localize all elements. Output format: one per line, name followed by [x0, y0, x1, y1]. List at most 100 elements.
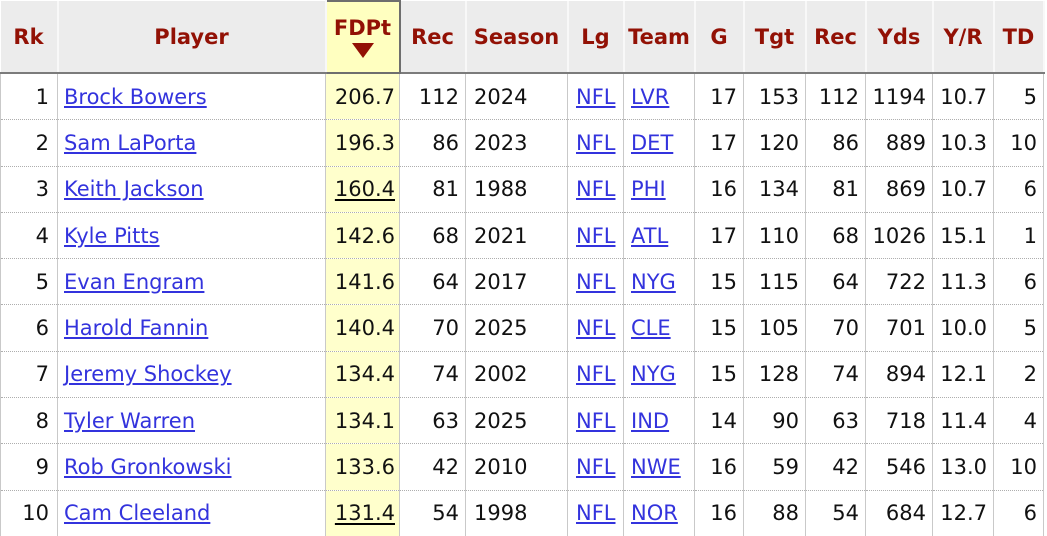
- table-row: 3 Keith Jackson 160.4 81 1988 NFL PHI 16…: [0, 165, 1044, 213]
- league-cell: NFL: [567, 443, 624, 491]
- table-row: 9 Rob Gronkowski 133.6 42 2010 NFL NWE 1…: [0, 443, 1044, 491]
- games-cell: 16: [694, 165, 744, 213]
- games-cell: 15: [694, 350, 744, 398]
- yards-per-rec-cell: 12.1: [932, 350, 994, 398]
- targets-cell: 90: [743, 397, 806, 444]
- col-header-season[interactable]: Season: [465, 1, 569, 74]
- yards-per-rec-cell: 11.4: [932, 397, 994, 444]
- header-row: Rk Player FDPt Rec Season Lg Team G Tgt …: [0, 0, 1045, 74]
- team-link[interactable]: NYG: [631, 362, 676, 387]
- fdpt-cell: 134.4: [325, 350, 400, 398]
- yards-per-rec-cell: 12.7: [932, 489, 994, 536]
- team-cell: PHI: [623, 165, 695, 213]
- league-cell: NFL: [567, 211, 624, 259]
- col-header-fdpt[interactable]: FDPt: [324, 0, 401, 74]
- col-header-team[interactable]: Team: [623, 1, 696, 74]
- team-link[interactable]: LVR: [631, 84, 670, 109]
- league-link[interactable]: NFL: [576, 362, 616, 387]
- receptions-cell: 81: [805, 165, 866, 213]
- rec-cell: 112: [399, 73, 466, 120]
- rank-cell: 2: [0, 119, 58, 167]
- league-link[interactable]: NFL: [576, 501, 616, 526]
- player-link[interactable]: Evan Engram: [64, 269, 205, 294]
- yards-cell: 869: [865, 165, 933, 213]
- league-link[interactable]: NFL: [576, 316, 616, 341]
- table-row: 1 Brock Bowers 206.7 112 2024 NFL LVR 17…: [0, 73, 1044, 120]
- games-cell: 16: [694, 489, 744, 536]
- col-header-lg[interactable]: Lg: [567, 1, 625, 74]
- rec-cell: 70: [399, 304, 466, 352]
- rec-cell: 64: [399, 258, 466, 305]
- league-link[interactable]: NFL: [576, 84, 616, 109]
- col-header-td[interactable]: TD: [993, 1, 1045, 74]
- fdpt-cell: 141.6: [325, 258, 400, 305]
- games-cell: 17: [694, 211, 744, 259]
- games-cell: 17: [694, 119, 744, 167]
- league-link[interactable]: NFL: [576, 269, 616, 294]
- player-link[interactable]: Brock Bowers: [64, 84, 207, 109]
- team-link[interactable]: CLE: [631, 316, 671, 341]
- league-link[interactable]: NFL: [576, 408, 616, 433]
- player-cell: Rob Gronkowski: [57, 443, 326, 491]
- season-cell: 2025: [465, 304, 568, 352]
- fdpt-cell: 160.4: [325, 165, 400, 213]
- player-link[interactable]: Keith Jackson: [64, 177, 204, 202]
- table-row: 6 Harold Fannin 140.4 70 2025 NFL CLE 15…: [0, 304, 1044, 352]
- team-cell: IND: [623, 397, 695, 444]
- player-link[interactable]: Rob Gronkowski: [64, 455, 232, 480]
- team-link[interactable]: NWE: [631, 455, 681, 480]
- col-header-rec2[interactable]: Rec: [805, 1, 867, 74]
- team-cell: NYG: [623, 350, 695, 398]
- league-link[interactable]: NFL: [576, 177, 616, 202]
- sort-desc-icon: [351, 43, 374, 58]
- table-row: 4 Kyle Pitts 142.6 68 2021 NFL ATL 17 11…: [0, 211, 1044, 259]
- targets-cell: 120: [743, 119, 806, 167]
- team-link[interactable]: PHI: [631, 177, 666, 202]
- team-link[interactable]: IND: [631, 408, 670, 433]
- yards-cell: 1194: [865, 73, 933, 120]
- rec-cell: 81: [399, 165, 466, 213]
- col-header-yds[interactable]: Yds: [865, 1, 934, 74]
- rank-cell: 8: [0, 397, 58, 444]
- yards-per-rec-cell: 10.3: [932, 119, 994, 167]
- league-link[interactable]: NFL: [576, 455, 616, 480]
- team-link[interactable]: NOR: [631, 501, 678, 526]
- yards-per-rec-cell: 10.7: [932, 165, 994, 213]
- league-link[interactable]: NFL: [576, 223, 616, 248]
- targets-cell: 153: [743, 73, 806, 120]
- touchdowns-cell: 5: [993, 73, 1044, 120]
- team-link[interactable]: NYG: [631, 269, 676, 294]
- team-link[interactable]: ATL: [631, 223, 669, 248]
- player-cell: Jeremy Shockey: [57, 350, 326, 398]
- league-link[interactable]: NFL: [576, 130, 616, 155]
- col-header-rk[interactable]: Rk: [0, 1, 59, 74]
- player-link[interactable]: Jeremy Shockey: [64, 362, 232, 387]
- player-link[interactable]: Cam Cleeland: [64, 501, 211, 526]
- rec-cell: 68: [399, 211, 466, 259]
- yards-cell: 546: [865, 443, 933, 491]
- rank-cell: 7: [0, 350, 58, 398]
- receptions-cell: 70: [805, 304, 866, 352]
- rank-cell: 9: [0, 443, 58, 491]
- targets-cell: 59: [743, 443, 806, 491]
- team-link[interactable]: DET: [631, 130, 674, 155]
- rank-cell: 10: [0, 489, 58, 536]
- receptions-cell: 63: [805, 397, 866, 444]
- fdpt-cell: 140.4: [325, 304, 400, 352]
- player-link[interactable]: Kyle Pitts: [64, 223, 160, 248]
- col-header-g[interactable]: G: [694, 1, 745, 74]
- yards-cell: 894: [865, 350, 933, 398]
- fdpt-cell: 134.1: [325, 397, 400, 444]
- rec-cell: 74: [399, 350, 466, 398]
- player-link[interactable]: Tyler Warren: [64, 408, 196, 433]
- rec-cell: 54: [399, 489, 466, 536]
- receptions-cell: 112: [805, 73, 866, 120]
- player-link[interactable]: Harold Fannin: [64, 316, 209, 341]
- col-header-player[interactable]: Player: [57, 1, 327, 74]
- col-header-tgt[interactable]: Tgt: [743, 1, 807, 74]
- col-header-rec[interactable]: Rec: [399, 1, 467, 74]
- player-link[interactable]: Sam LaPorta: [64, 130, 197, 155]
- touchdowns-cell: 10: [993, 119, 1044, 167]
- col-header-yr[interactable]: Y/R: [932, 1, 995, 74]
- team-cell: NOR: [623, 489, 695, 536]
